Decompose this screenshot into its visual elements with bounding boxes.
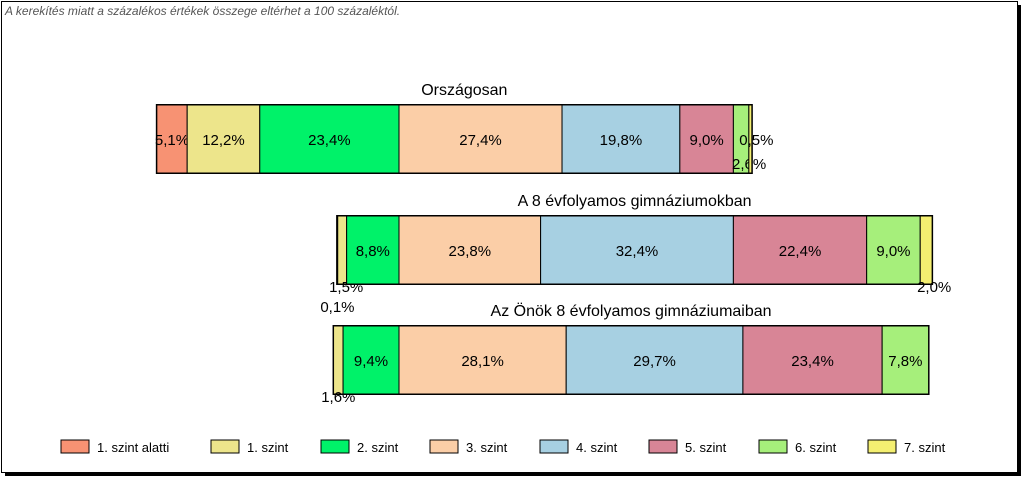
bar-segment-5-szint — [742, 325, 883, 395]
legend-swatch — [210, 439, 240, 454]
data-label-7-szint: 2,0% — [917, 279, 951, 296]
bar-segment-3-szint — [398, 325, 567, 395]
legend-label: 6. szint — [795, 440, 837, 455]
legend-item-1-szint: 1. szint — [210, 439, 289, 455]
legend-label: 1. szint alatti — [97, 440, 169, 455]
bar-segment-1-szint — [337, 215, 348, 285]
legend-swatch — [867, 439, 897, 454]
bar-segment-3-szint — [398, 215, 542, 285]
bar-segment-2-szint — [259, 104, 400, 174]
data-label-4-szint: 19,8% — [600, 132, 643, 149]
legend-label: 1. szint — [247, 440, 289, 455]
bar-segment-1-szint — [186, 104, 261, 174]
bar-title: Az Önök 8 évfolyamos gimnáziumaiban — [491, 302, 772, 320]
data-label-4-szint: 32,4% — [616, 243, 659, 260]
legend-label: 5. szint — [685, 440, 727, 455]
rounding-note: A kerekítés miatt a százalékos értékek ö… — [4, 4, 400, 18]
legend-item-2-szint: 2. szint — [320, 439, 399, 455]
frame-shadow-right — [1017, 5, 1021, 474]
data-label-1-szint: 12,2% — [202, 132, 245, 149]
bar-segment-1-szint — [333, 325, 344, 395]
bar-segment-4-szint — [540, 215, 734, 285]
legend-item-3-szint: 3. szint — [429, 439, 508, 455]
legend: 1. szint alatti 1. szint 2. szint 3. szint 4… — [60, 439, 946, 455]
data-label-4-szint: 29,7% — [633, 353, 676, 370]
data-label-6-szint: 7,8% — [888, 353, 922, 370]
data-label-5-szint: 9,0% — [690, 132, 724, 149]
legend-item-7-szint: 7. szint — [867, 439, 946, 455]
legend-swatch — [648, 439, 678, 454]
bar-segment-5-szint — [732, 215, 868, 285]
data-label-1-szint-alatti: 5,1% — [155, 132, 189, 149]
bars-layer: Országosan 5,1% 12,2% 23,4% 27,4% 19,8% 9,0% 2,… — [155, 82, 951, 406]
bar-group-1: Országosan5,1%12,2%23,4%27,4%19,8%9,0%2,… — [155, 82, 773, 174]
bar-segment-6-szint — [881, 325, 930, 395]
bar-group-2: A 8 évfolyamos gimnáziumokban0,1%1,5%8,8… — [320, 193, 951, 316]
data-label-3-szint: 28,1% — [461, 353, 504, 370]
legend-label: 3. szint — [466, 440, 508, 455]
data-label-3-szint: 27,4% — [459, 132, 502, 149]
legend-item-4-szint: 4. szint — [539, 439, 618, 455]
legend-swatch — [758, 439, 788, 454]
bar-segment-2-szint — [342, 325, 400, 395]
legend-swatch — [60, 439, 90, 454]
bar-group-3: Az Önök 8 évfolyamos gimnáziumaiban1,6%9… — [321, 302, 930, 406]
legend-item-5-szint: 5. szint — [648, 439, 727, 455]
frame-shadow-bottom — [5, 472, 1021, 476]
data-label-2-szint: 8,8% — [356, 243, 390, 260]
data-label-2-szint: 23,4% — [308, 132, 351, 149]
legend-label: 4. szint — [576, 440, 618, 455]
data-label-6-szint: 9,0% — [876, 243, 910, 260]
bar-segment-4-szint — [565, 325, 744, 395]
data-label-5-szint: 22,4% — [779, 243, 822, 260]
bar-segment-6-szint — [866, 215, 921, 285]
bar-segment-7-szint — [748, 104, 753, 174]
data-label-1-szint-alatti: 0,1% — [320, 299, 354, 316]
data-label-2-szint: 9,4% — [354, 353, 388, 370]
data-label-3-szint: 23,8% — [449, 243, 492, 260]
legend-swatch — [539, 439, 569, 454]
bar-segment-1-szint-alatti — [156, 104, 188, 174]
legend-label: 2. szint — [357, 440, 399, 455]
legend-swatch — [429, 439, 459, 454]
data-label-5-szint: 23,4% — [791, 353, 834, 370]
bar-title: Országosan — [421, 82, 507, 99]
legend-swatch — [320, 439, 350, 454]
bar-segment-5-szint — [679, 104, 734, 174]
bar-segment-2-szint — [346, 215, 400, 285]
legend-item-6-szint: 6. szint — [758, 439, 837, 455]
legend-item-1-szint-alatti: 1. szint alatti — [60, 439, 169, 455]
legend-label: 7. szint — [904, 440, 946, 455]
bar-segment-7-szint — [919, 215, 933, 285]
bar-title: A 8 évfolyamos gimnáziumokban — [518, 193, 752, 210]
data-label-7-szint: 0,5% — [739, 132, 773, 149]
